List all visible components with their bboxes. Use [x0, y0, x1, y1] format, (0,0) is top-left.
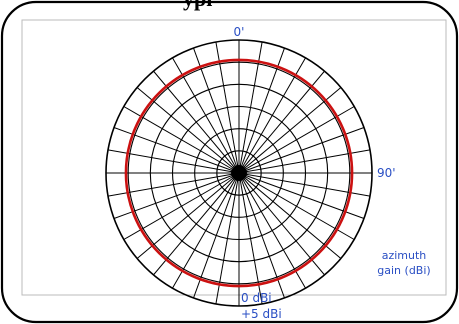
grid-spoke	[238, 172, 325, 276]
grid-spoke	[238, 41, 263, 174]
grid-spoke	[238, 172, 306, 289]
radial-label-5dbi: +5 dBi	[241, 307, 282, 321]
grid-spoke	[238, 172, 365, 219]
grid-spoke	[153, 172, 240, 276]
grid-spoke	[123, 172, 240, 240]
grid-spoke	[238, 47, 285, 174]
grid-spoke	[172, 57, 240, 174]
grid-spoke	[238, 172, 285, 299]
radial-label-0dbi: 0 dBi	[241, 291, 272, 305]
angle-label-0: 0'	[234, 25, 245, 39]
grid-spoke	[123, 106, 240, 174]
grid-spoke	[107, 172, 240, 197]
grid-spoke	[136, 172, 240, 259]
angle-label-90: 90'	[377, 166, 396, 180]
polar-grid	[105, 39, 373, 307]
grid-spoke	[215, 172, 240, 305]
grid-spoke	[238, 106, 355, 174]
grid-spoke	[238, 172, 342, 259]
grid-spoke	[238, 172, 355, 240]
grid-spoke	[238, 149, 371, 174]
grid-spoke	[107, 149, 240, 174]
grid-spoke	[238, 87, 342, 174]
clipped-title: ypi	[183, 0, 212, 11]
grid-spoke	[153, 70, 240, 174]
axis-label-line-1: azimuth	[382, 249, 427, 262]
grid-spoke	[238, 70, 325, 174]
grid-spoke	[238, 57, 306, 174]
grid-spoke	[172, 172, 240, 289]
grid-spoke	[238, 172, 263, 305]
center-dot	[231, 165, 247, 181]
pattern-layer	[124, 58, 354, 288]
grid-spoke	[238, 127, 365, 174]
grid-spoke	[215, 41, 240, 174]
radiation-pattern	[124, 58, 354, 288]
axis-label-line-2: gain (dBi)	[377, 264, 430, 277]
inner-border	[21, 19, 447, 296]
grid-spoke	[193, 172, 240, 299]
grid-spoke	[136, 87, 240, 174]
grid-spoke	[193, 47, 240, 174]
grid-spoke	[113, 127, 240, 174]
grid-spoke	[113, 172, 240, 219]
grid-spoke	[238, 172, 371, 197]
